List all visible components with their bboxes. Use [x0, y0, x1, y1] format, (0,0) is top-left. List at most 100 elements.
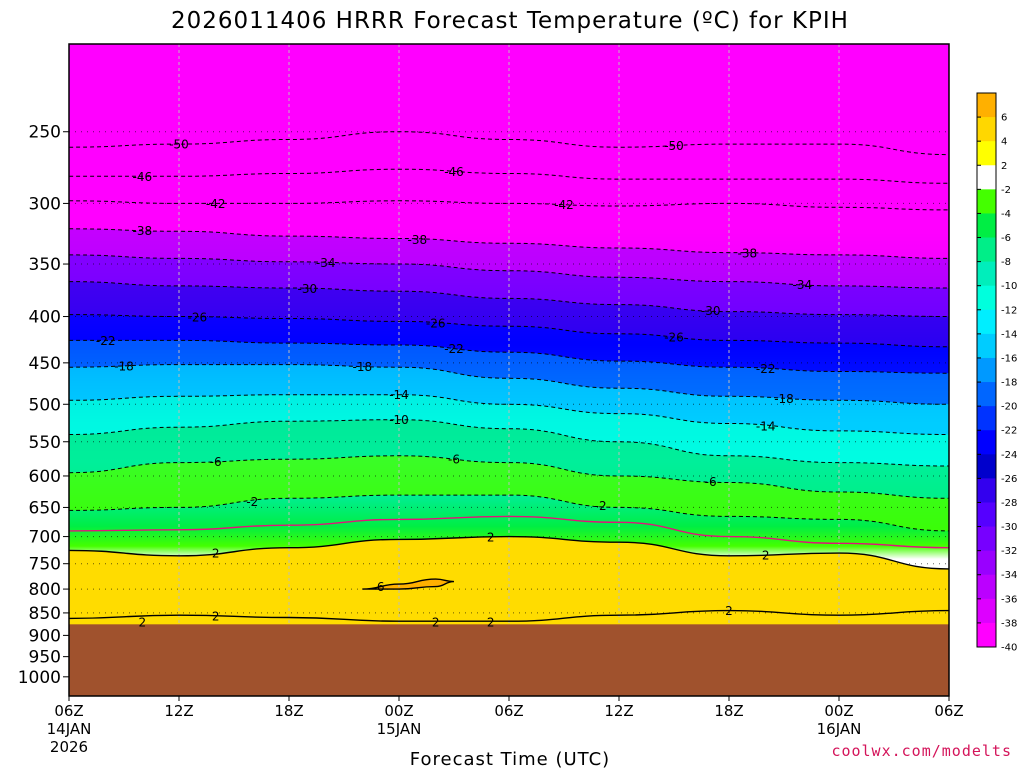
contour-label: -22 [96, 334, 116, 348]
colorbar-label: -40 [1001, 643, 1017, 654]
colorbar-swatch [977, 261, 996, 287]
isotherm-line [69, 200, 949, 211]
colorbar-swatch [977, 117, 996, 142]
y-tick-label: 300 [29, 194, 61, 214]
contour-label: 2 [432, 616, 440, 630]
y-tick-label: 500 [29, 395, 61, 415]
contour-label: -2 [246, 495, 258, 509]
contour-label: -6 [705, 475, 717, 489]
contour-label: -18 [774, 392, 794, 406]
colorbar-label: -10 [1001, 281, 1017, 292]
contour-label: 2 [487, 531, 495, 545]
y-tick-label: 250 [29, 123, 61, 143]
contour-label: -14 [756, 419, 776, 433]
contour-label: -34 [316, 256, 336, 270]
contour-label: -18 [353, 360, 373, 374]
isotherm-line [69, 419, 949, 467]
plot-area [69, 44, 949, 696]
x-axis-label: Forecast Time (UTC) [410, 749, 610, 768]
contour-label: -26 [664, 331, 684, 345]
colorbar-swatch [977, 309, 996, 335]
colorbar-label: -4 [1001, 209, 1011, 220]
ground-mask [69, 624, 949, 696]
y-tick-label: 550 [29, 433, 61, 453]
y-tick-label: 950 [29, 648, 61, 668]
isotherm-line [69, 494, 949, 532]
x-tick-label: 18Z [714, 702, 743, 720]
colorbar-label: -2 [1001, 185, 1011, 196]
colorbar-swatch [977, 93, 996, 118]
x-tick-year: 2026 [50, 738, 88, 756]
contour-label: 2 [212, 609, 220, 623]
y-tick-label: 650 [29, 498, 61, 518]
contour-label: -50 [169, 138, 189, 152]
colorbar-label: -28 [1001, 498, 1017, 509]
contour-label: -22 [756, 362, 776, 376]
x-tick-label: 06Z [934, 702, 963, 720]
contour-label: -42 [206, 197, 226, 211]
colorbar-label: -30 [1001, 522, 1017, 533]
x-tick-label: 18Z [274, 702, 303, 720]
contour-label: 2 [762, 548, 770, 562]
colorbar-swatch [977, 165, 996, 190]
colorbar-label: -20 [1001, 402, 1017, 413]
isotherm-line [69, 364, 949, 405]
contour-label: -30 [701, 304, 721, 318]
isotherm-line [69, 131, 949, 156]
freezing-line [69, 515, 949, 549]
y-tick-label: 700 [29, 528, 61, 548]
colorbar-label: -14 [1001, 329, 1017, 340]
y-tick-label: 900 [29, 626, 61, 646]
colorbar-label: -12 [1001, 305, 1017, 316]
contour-label: -10 [389, 413, 409, 427]
colorbar-swatch [977, 502, 996, 528]
source-credit[interactable]: coolwx.com/modelts [831, 742, 1012, 760]
colorbar-label: -22 [1001, 426, 1017, 437]
isotherm-line [69, 455, 949, 499]
contour-label: -38 [408, 233, 428, 247]
y-tick-label: 400 [29, 308, 61, 328]
x-tick-date: 16JAN [817, 720, 862, 738]
contour-labels: -50 -50 -46 -46 -42 -42 -38 -38 -38 -34 -34 -30 -30 -… [96, 138, 813, 630]
colorbar-label: 2 [1001, 161, 1007, 172]
colorbar-swatch [977, 333, 996, 359]
isotherm-line [69, 314, 949, 348]
colorbar-label: -34 [1001, 570, 1017, 581]
colorbar-label: -26 [1001, 474, 1017, 485]
colorbar-swatch [977, 574, 996, 600]
chart-title: 2026011406 HRRR Forecast Temperature (ºC… [171, 8, 849, 34]
colorbar-swatch [977, 430, 996, 455]
isotherm-lines [69, 131, 949, 622]
x-tick-label: 06Z [54, 702, 83, 720]
colorbar-swatch [977, 357, 996, 383]
contour-label: -26 [188, 310, 208, 324]
x-tick-date: 14JAN [47, 720, 92, 738]
contour-label: -38 [738, 247, 758, 261]
colorbar-swatch [977, 478, 996, 503]
x-tick-label: 00Z [824, 702, 853, 720]
colorbar-swatch [977, 622, 996, 648]
colorbar-label: 4 [1001, 137, 1007, 148]
colorbar-swatch [977, 237, 996, 263]
contour-label: -30 [298, 282, 318, 296]
colorbar-label: -36 [1001, 594, 1017, 605]
isotherm-line [69, 535, 949, 570]
isotherm-line [69, 281, 949, 317]
isotherm-line [69, 168, 949, 184]
contour-label: 2 [487, 616, 495, 630]
contour-label: 2 [212, 547, 220, 561]
x-tick-label: 06Z [494, 702, 523, 720]
y-tick-label: 1000 [18, 668, 61, 688]
x-tick-label: 12Z [604, 702, 633, 720]
grid-lines [69, 44, 949, 696]
contour-label: -46 [444, 165, 464, 179]
contour-label: -18 [114, 359, 134, 373]
contour-label: -22 [444, 342, 464, 356]
contour-label: -34 [793, 278, 813, 292]
y-tick-label: 850 [29, 604, 61, 624]
contour-label: -6 [210, 455, 222, 469]
colorbar-label: -24 [1001, 450, 1017, 461]
y-tick-label: 750 [29, 555, 61, 575]
